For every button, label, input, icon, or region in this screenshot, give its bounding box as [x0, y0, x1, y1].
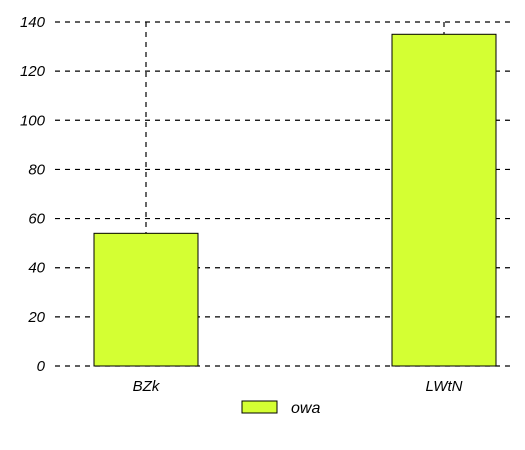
legend-swatch-owa — [241, 400, 278, 414]
bars — [93, 33, 497, 367]
y-tick-label-40: 40 — [28, 260, 45, 277]
legend: owa — [241, 400, 320, 417]
x-tick-label-LWtN: LWtN — [426, 378, 463, 395]
legend-label-owa: owa — [291, 400, 320, 417]
bar-BZk — [93, 232, 199, 367]
x-axis-ticks: BZk LWtN — [133, 378, 463, 395]
x-tick-label-BZk: BZk — [133, 378, 161, 395]
y-tick-label-120: 120 — [20, 63, 46, 80]
y-tick-label-80: 80 — [28, 161, 45, 178]
y-tick-label-60: 60 — [28, 211, 45, 228]
y-tick-label-0: 0 — [37, 358, 46, 375]
bar-LWtN — [391, 33, 497, 367]
y-axis-ticks: 0 20 40 60 80 100 120 140 — [20, 14, 46, 375]
y-tick-label-100: 100 — [20, 112, 46, 129]
y-tick-label-20: 20 — [27, 309, 45, 326]
y-tick-label-140: 140 — [20, 14, 46, 31]
